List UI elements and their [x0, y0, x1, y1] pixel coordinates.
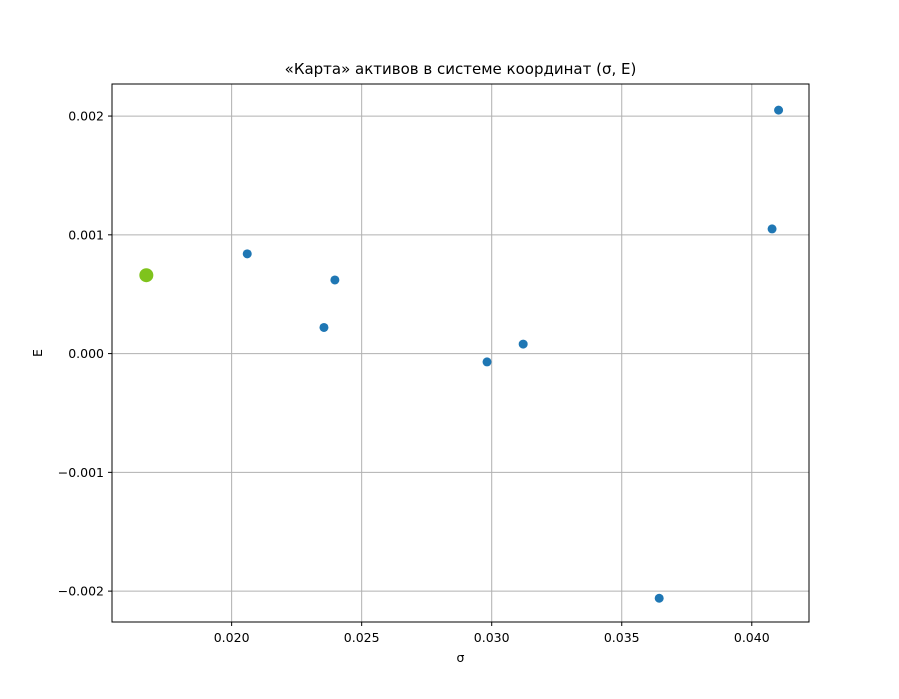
x-axis-label: σ — [457, 650, 465, 665]
y-tick-label: −0.002 — [58, 584, 104, 599]
x-tick-label: 0.040 — [734, 630, 770, 645]
x-tick-label: 0.030 — [474, 630, 510, 645]
plot-frame — [111, 83, 810, 623]
data-point — [767, 224, 777, 234]
y-axis-label: E — [30, 349, 45, 357]
y-tick-label: 0.000 — [68, 346, 104, 361]
data-point — [518, 339, 528, 349]
y-tick-label: 0.002 — [68, 109, 104, 124]
x-tick-label: 0.035 — [604, 630, 640, 645]
data-point — [482, 357, 492, 367]
x-tick-label: 0.025 — [344, 630, 380, 645]
y-tick-label: 0.001 — [68, 227, 104, 242]
grid — [112, 84, 809, 622]
chart-title: «Карта» активов в системе координат (σ, … — [285, 60, 637, 78]
data-point — [139, 268, 154, 283]
data-point — [774, 105, 784, 115]
data-point — [654, 593, 664, 603]
data-points — [139, 105, 784, 603]
data-point — [319, 322, 329, 332]
y-tick-label: −0.001 — [58, 465, 104, 480]
axis-ticks: 0.020 0.025 0.030 0.035 0.040 −0.002 −0.001 0.0… — [58, 109, 770, 645]
x-tick-label: 0.020 — [214, 630, 250, 645]
data-point — [330, 275, 340, 285]
data-point — [242, 249, 252, 259]
